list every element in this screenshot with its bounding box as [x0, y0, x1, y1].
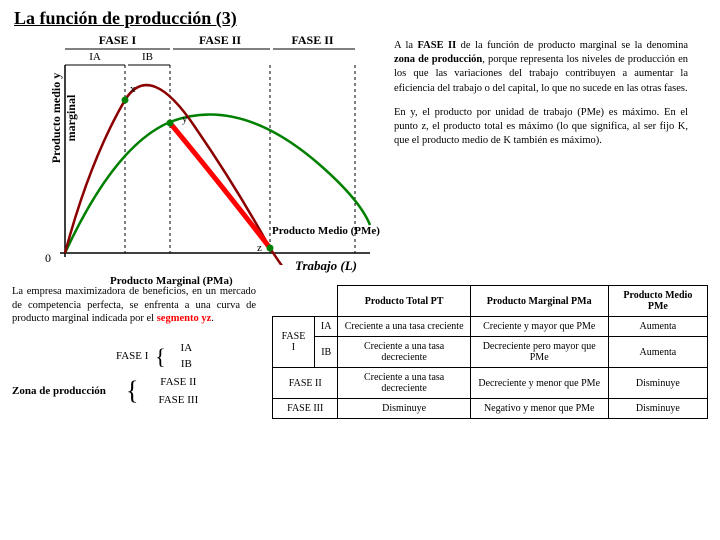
- phase-ib-label: IB: [125, 51, 170, 63]
- table-row: IB Creciente a una tasa decreciente Decr…: [273, 337, 708, 368]
- point-x-label: x: [130, 83, 136, 95]
- phase-table: Producto Total PT Producto Marginal PMa …: [272, 285, 708, 419]
- origin-label: 0: [45, 251, 51, 266]
- chart-area: Producto medio y marginal FASE I FASE II…: [10, 33, 390, 293]
- phase-tree: FASE I { IA IB Zona de producción { FASE…: [12, 340, 256, 409]
- phase-2-label: FASE II: [170, 33, 270, 48]
- table-row: FASE III Disminuye Negativo y menor que …: [273, 399, 708, 419]
- phase-labels: FASE I FASE II FASE II: [65, 33, 355, 48]
- x-axis-label: Trabajo (L): [295, 258, 357, 274]
- phase-1-label: FASE I: [65, 33, 170, 48]
- phase-underline: [65, 48, 365, 50]
- page-title: La función de producción (3): [0, 0, 720, 33]
- upper-section: Producto medio y marginal FASE I FASE II…: [0, 33, 720, 293]
- left-description: La empresa maximizadora de beneficios, e…: [12, 285, 272, 419]
- segment-yz: [170, 123, 270, 248]
- point-y-marker: [167, 120, 174, 127]
- pme-label: Producto Medio (PMe): [272, 225, 380, 237]
- lower-section: La empresa maximizadora de beneficios, e…: [0, 285, 720, 419]
- phase-3-label: FASE II: [270, 33, 355, 48]
- point-z-marker: [267, 245, 274, 252]
- pma-label: Producto Marginal (PMa): [110, 275, 233, 287]
- table-row: FASE II Creciente a una tasa decreciente…: [273, 368, 708, 399]
- table-row: FASE I IA Creciente a una tasa creciente…: [273, 317, 708, 337]
- point-z-label: z: [257, 242, 262, 254]
- phase-ia-label: IA: [65, 51, 125, 63]
- paragraph-2: En y, el producto por unidad de trabajo …: [394, 106, 688, 149]
- point-x-marker: [122, 97, 129, 104]
- right-text: A la FASE II de la función de producto m…: [390, 33, 700, 293]
- pma-curve: [65, 85, 330, 265]
- sub-phase-labels: IA IB: [65, 51, 170, 63]
- paragraph-1: A la FASE II de la función de producto m…: [394, 39, 688, 96]
- point-y-label: y: [182, 113, 188, 125]
